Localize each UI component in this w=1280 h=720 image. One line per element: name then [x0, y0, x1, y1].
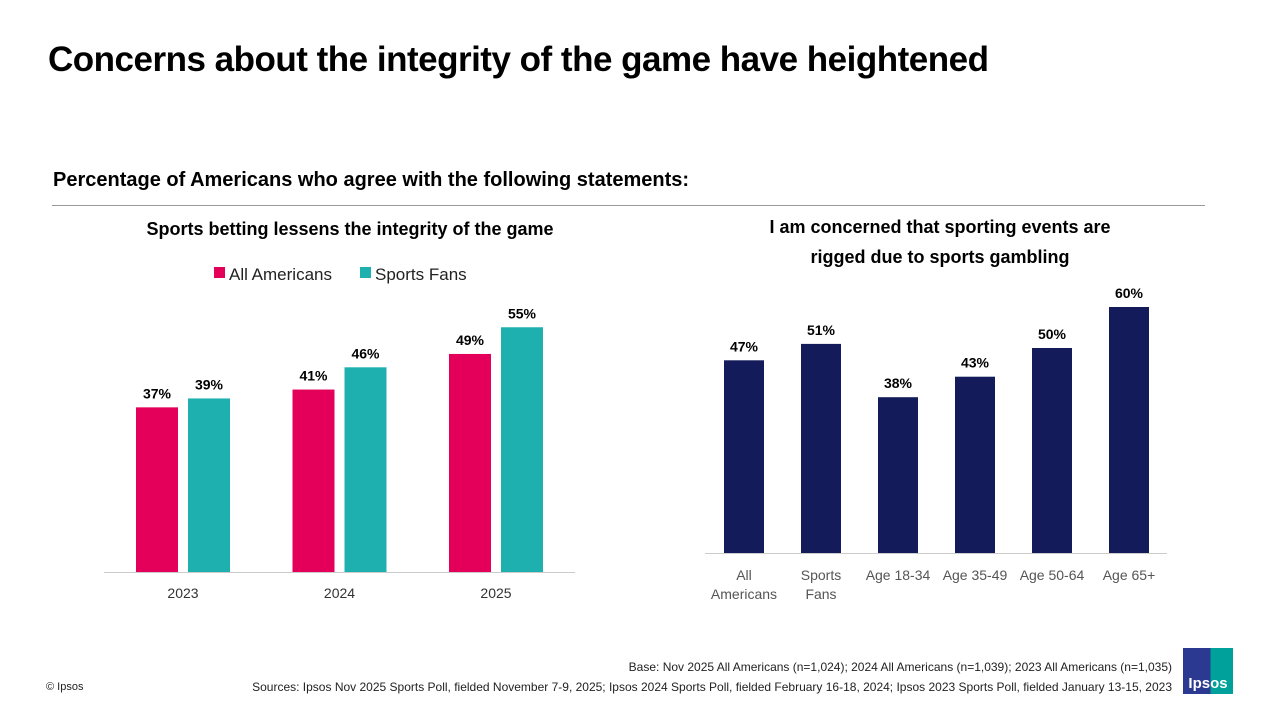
legend-swatch [214, 267, 225, 278]
x-tick-label: 2024 [324, 585, 355, 601]
bar [292, 389, 335, 572]
x-tick-label: Americans [711, 586, 777, 602]
data-label: 43% [961, 355, 990, 371]
bar [1109, 307, 1149, 553]
data-label: 47% [730, 338, 759, 354]
divider [52, 205, 1205, 206]
right-chart-title: I am concerned that sporting events are … [690, 212, 1190, 272]
legend-swatch [360, 267, 371, 278]
data-label: 37% [143, 385, 172, 401]
footer-sources: Sources: Ipsos Nov 2025 Sports Poll, fie… [252, 680, 1172, 694]
right-chart-title-line: rigged due to sports gambling [810, 247, 1070, 267]
data-label: 55% [508, 305, 537, 321]
bar [801, 343, 841, 553]
data-label: 46% [351, 345, 380, 361]
bar [501, 327, 543, 572]
x-tick-label: 2023 [167, 585, 198, 601]
bar [724, 360, 764, 553]
data-label: 49% [456, 332, 485, 348]
copyright: © Ipsos [46, 681, 84, 693]
bar [1032, 348, 1072, 553]
bar [188, 398, 230, 572]
ipsos-logo: Ipsos [1183, 648, 1233, 694]
logo-text: Ipsos [1188, 675, 1228, 692]
x-tick-label: Age 35-49 [943, 567, 1008, 583]
data-label: 60% [1115, 285, 1144, 301]
bar [344, 367, 387, 572]
footer-base: Base: Nov 2025 All Americans (n=1,024); … [628, 660, 1172, 674]
data-label: 50% [1038, 326, 1067, 342]
data-label: 41% [299, 368, 328, 384]
x-tick-label: All [736, 567, 752, 583]
x-tick-label: Age 50-64 [1020, 567, 1085, 583]
bar [955, 376, 995, 553]
data-label: 39% [195, 376, 224, 392]
bar [878, 397, 918, 553]
page-subtitle: Percentage of Americans who agree with t… [53, 169, 690, 191]
data-label: 51% [807, 322, 836, 338]
legend-label: All Americans [229, 265, 332, 284]
x-tick-label: Age 65+ [1103, 567, 1156, 583]
page-title: Concerns about the integrity of the game… [48, 40, 989, 79]
bar [449, 353, 491, 572]
x-tick-label: Sports [801, 567, 841, 583]
bar [136, 407, 178, 572]
data-label: 38% [884, 375, 913, 391]
x-tick-label: Age 18-34 [866, 567, 931, 583]
x-tick-label: 2025 [480, 585, 511, 601]
legend-label: Sports Fans [375, 265, 467, 284]
right-chart-title-line: I am concerned that sporting events are [769, 217, 1111, 237]
left-chart-title: Sports betting lessens the integrity of … [146, 219, 554, 239]
x-tick-label: Fans [805, 586, 836, 602]
